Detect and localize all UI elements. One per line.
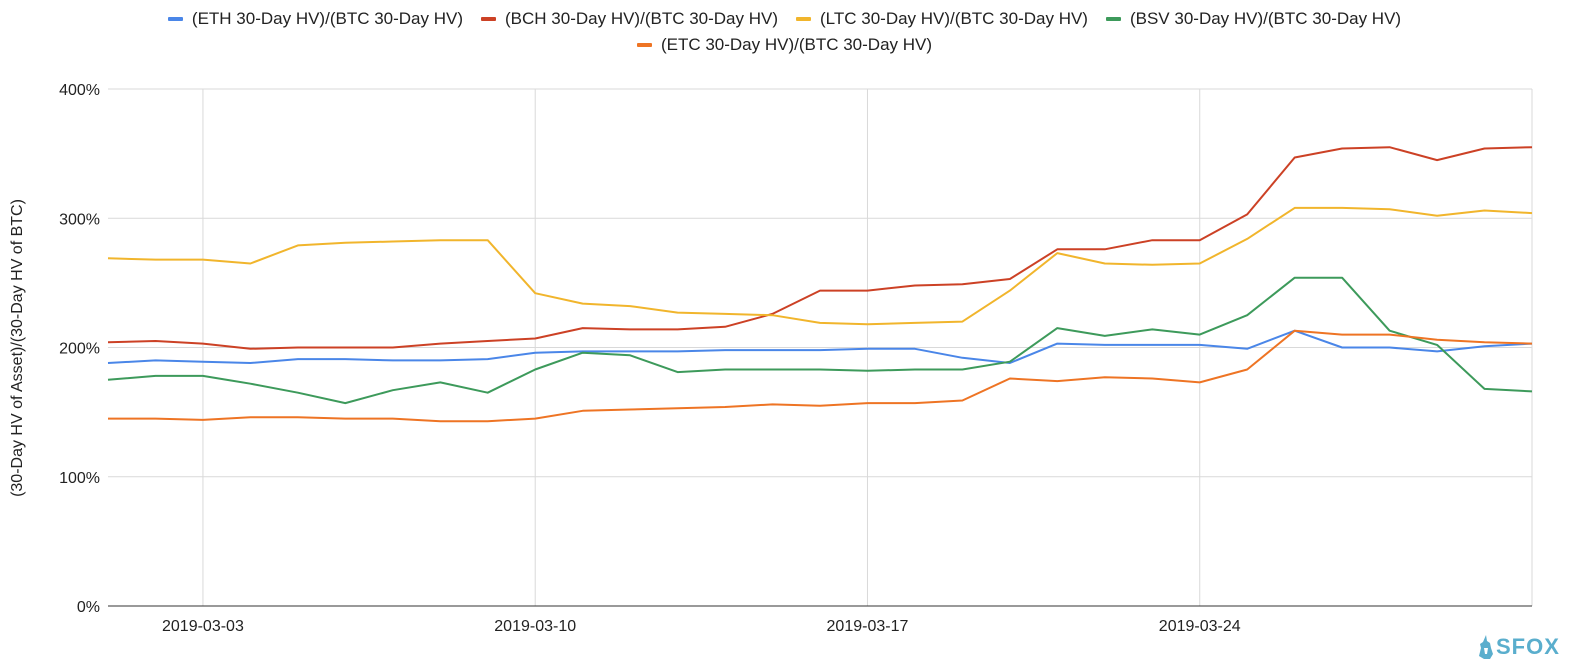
y-axis-ticks: 0% 100% 200% 300% 400% — [59, 82, 100, 616]
legend-item-eth[interactable]: (ETH 30-Day HV)/(BTC 30-Day HV) — [167, 6, 464, 32]
series-line-bsv[interactable] — [107, 276, 1533, 405]
legend-row-2: (ETC 30-Day HV)/(BTC 30-Day HV) — [0, 32, 1569, 58]
sfox-logo: SFOX — [1478, 634, 1560, 660]
legend-swatch-ltc — [796, 17, 812, 21]
legend-swatch-bsv — [1105, 17, 1121, 21]
legend-swatch-bch — [481, 17, 497, 21]
x-axis-ticks: 2019-03-03 2019-03-10 2019-03-17 2019-03-24 — [162, 618, 1241, 635]
legend-item-ltc[interactable]: (LTC 30-Day HV)/(BTC 30-Day HV) — [796, 6, 1088, 32]
x-tick-label: 2019-03-10 — [494, 618, 576, 635]
x-tick-label: 2019-03-24 — [1159, 618, 1241, 635]
legend-item-etc[interactable]: (ETC 30-Day HV)/(BTC 30-Day HV) — [636, 32, 933, 58]
series-lines — [107, 146, 1533, 423]
y-tick-label: 200% — [59, 341, 100, 358]
y-tick-label: 400% — [59, 82, 100, 99]
series-line-etc[interactable] — [108, 329, 1533, 423]
fox-logo-icon — [1479, 635, 1493, 659]
legend-swatch-etc — [636, 43, 652, 47]
legend-item-bsv[interactable]: (BSV 30-Day HV)/(BTC 30-Day HV) — [1105, 6, 1402, 32]
logo-text: SFOX — [1496, 634, 1560, 659]
y-axis-label: (30-Day HV of Asset)/(30-Day HV of BTC) — [9, 199, 26, 497]
series-line-bch[interactable] — [107, 146, 1533, 350]
series-line-ltc[interactable] — [107, 206, 1533, 326]
y-tick-label: 300% — [59, 211, 100, 228]
x-tick-label: 2019-03-17 — [827, 618, 909, 635]
legend-label-bch: (BCH 30-Day HV)/(BTC 30-Day HV) — [505, 9, 779, 28]
legend-swatch-eth — [167, 17, 183, 21]
legend-label-eth: (ETH 30-Day HV)/(BTC 30-Day HV) — [191, 9, 464, 28]
legend-label-ltc: (LTC 30-Day HV)/(BTC 30-Day HV) — [820, 9, 1088, 28]
x-tick-label: 2019-03-03 — [162, 618, 244, 635]
y-tick-label: 0% — [77, 599, 100, 616]
legend-item-bch[interactable]: (BCH 30-Day HV)/(BTC 30-Day HV) — [481, 6, 778, 32]
legend-row-1: (ETH 30-Day HV)/(BTC 30-Day HV) (BCH 30-… — [0, 6, 1569, 32]
legend: (ETH 30-Day HV)/(BTC 30-Day HV) (BCH 30-… — [0, 6, 1569, 58]
legend-label-bsv: (BSV 30-Day HV)/(BTC 30-Day HV) — [1129, 9, 1402, 28]
y-tick-label: 100% — [59, 470, 100, 487]
legend-label-etc: (ETC 30-Day HV)/(BTC 30-Day HV) — [660, 35, 933, 54]
